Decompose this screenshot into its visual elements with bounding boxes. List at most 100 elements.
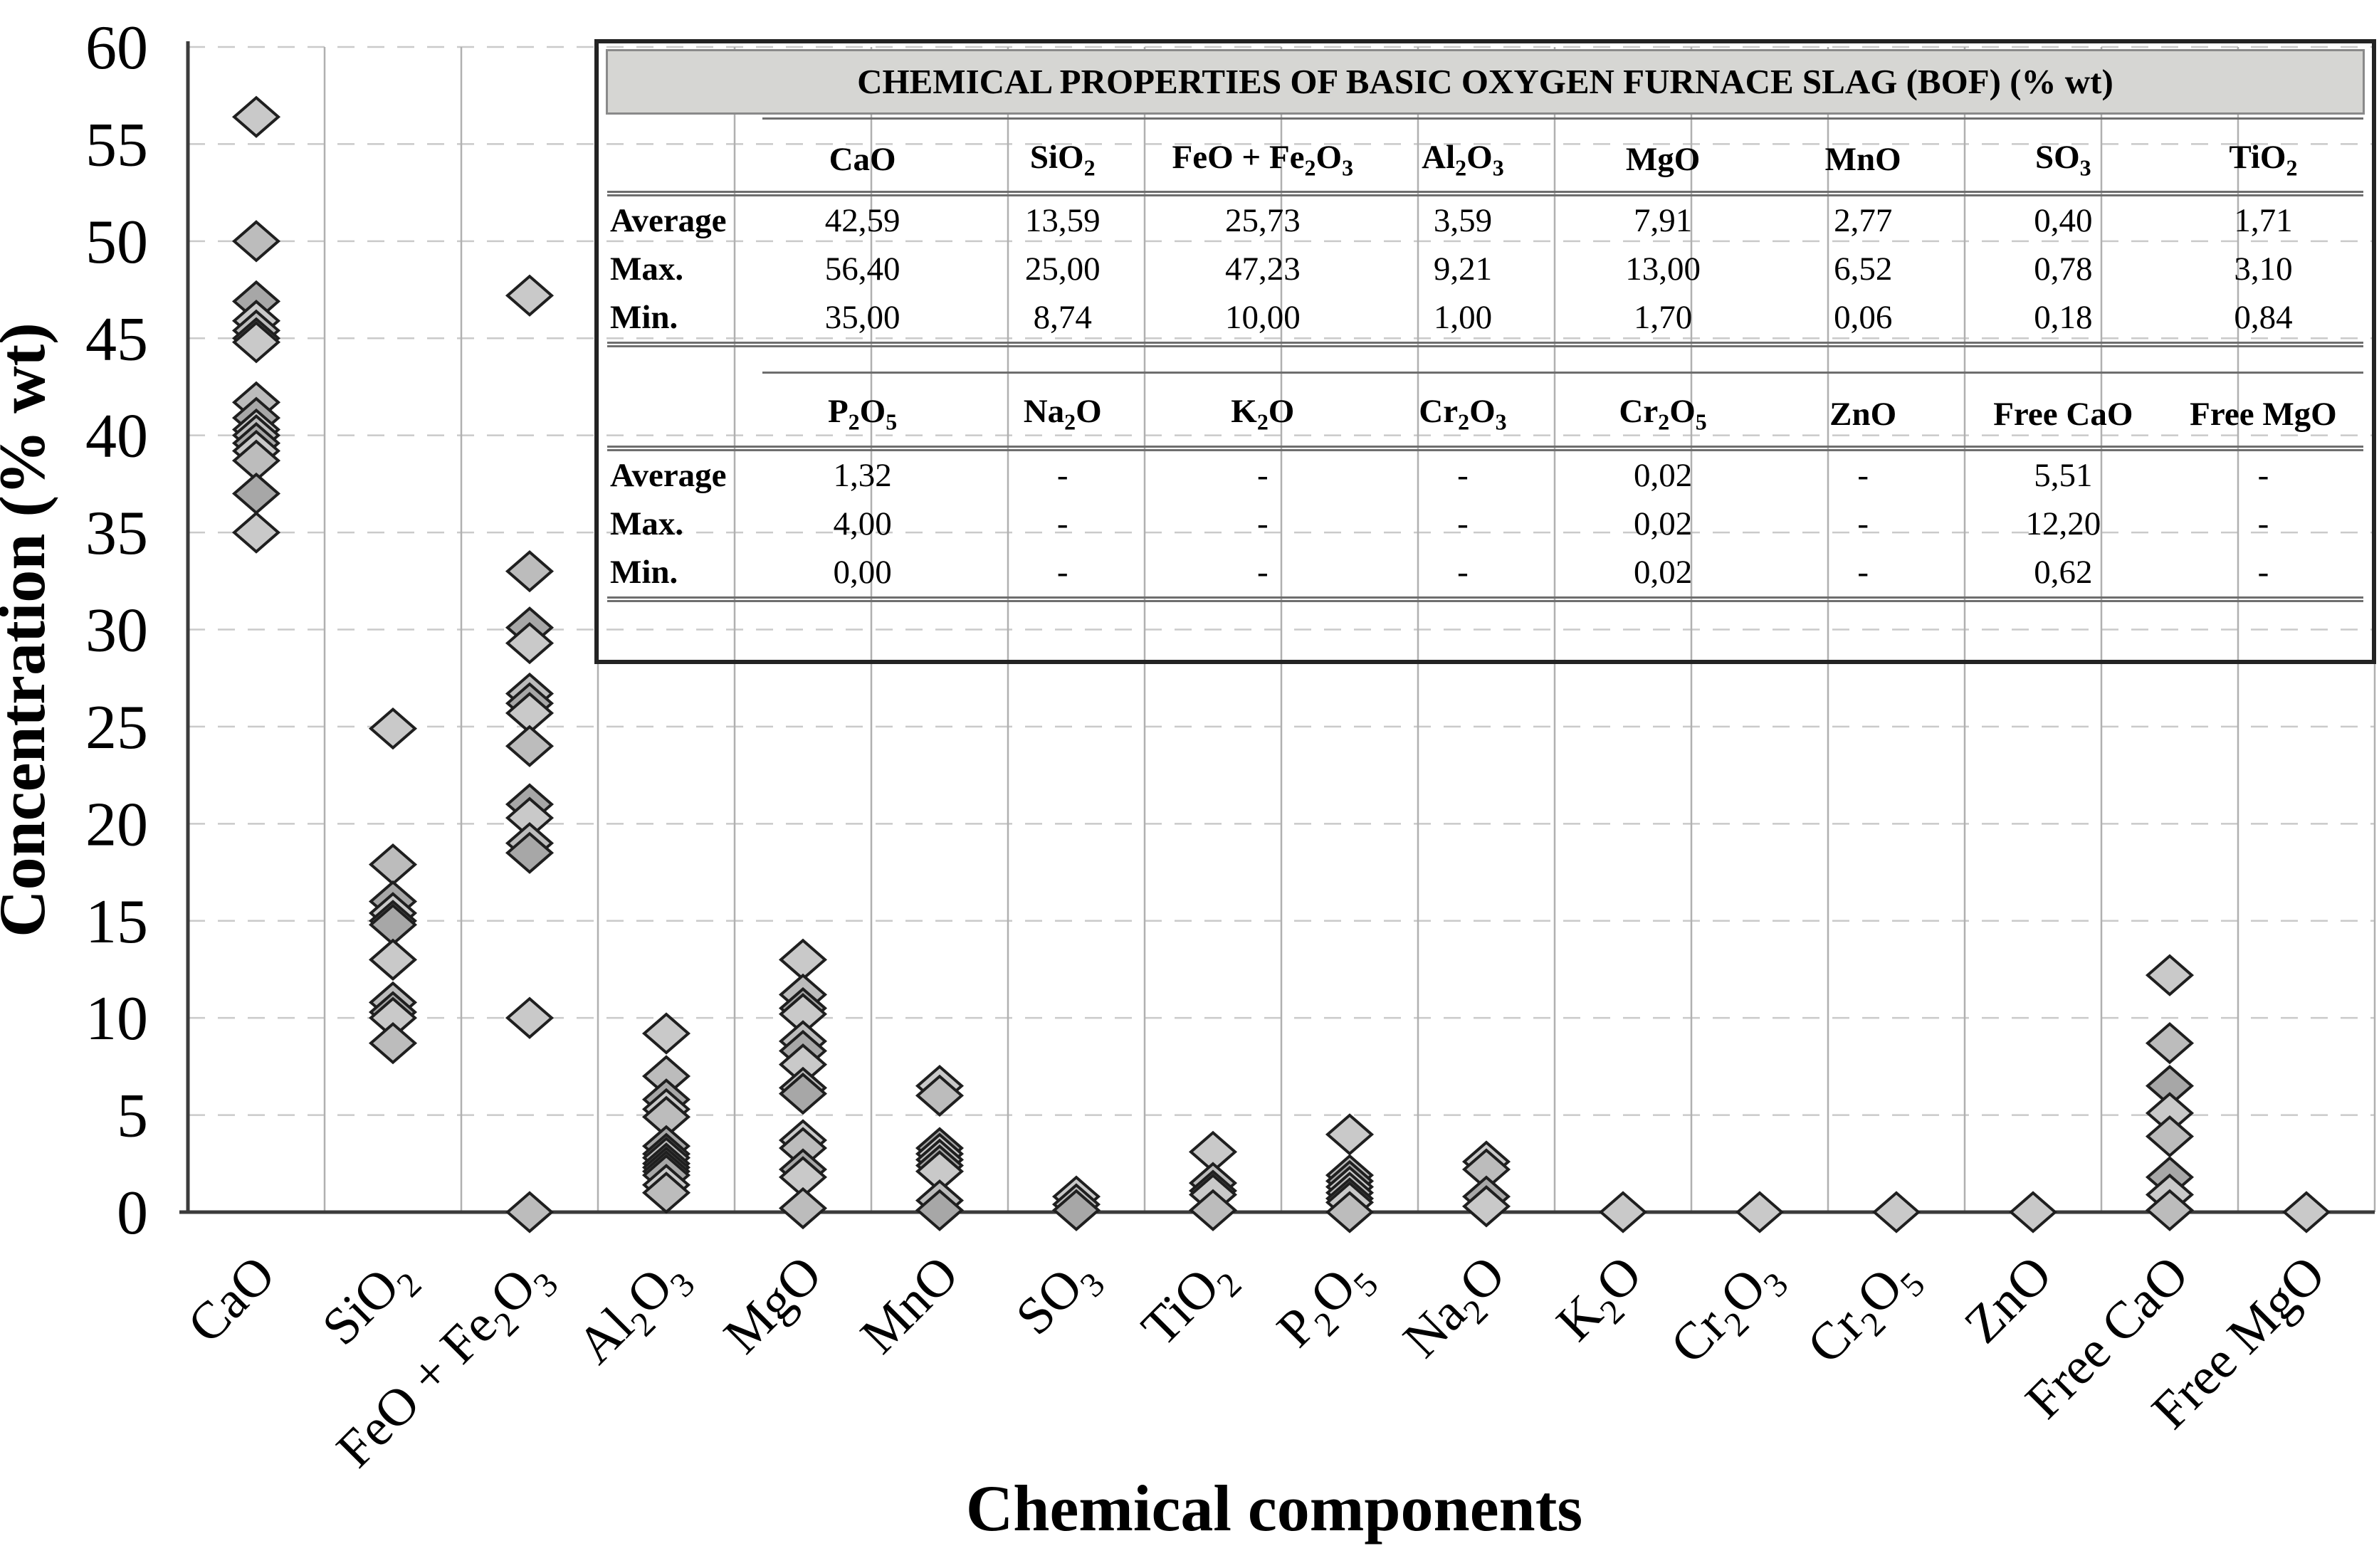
formula-text: MnO (850, 1245, 970, 1364)
x-tick-label: SO3 (1005, 1245, 1113, 1352)
x-tick-label: Cr2O3 (1659, 1245, 1795, 1381)
x-tick-label: Al2O3 (566, 1245, 702, 1381)
table-cell: - (1162, 547, 1363, 602)
table-section-2-header: P2O5 Na2O K2O Cr2O3 Cr2O5 ZnO Free CaO Free MgO (607, 372, 2363, 451)
data-point-diamond (915, 1074, 965, 1117)
y-tick-label: 40 (85, 402, 148, 471)
table-section-oxides-2: P2O5 Na2O K2O Cr2O3 Cr2O5 ZnO Free CaO Free MgO… (607, 372, 2363, 602)
data-point-diamond (231, 321, 281, 364)
data-point-diamond (1051, 1189, 1101, 1231)
x-tick-label: Cr2O5 (1796, 1245, 1932, 1381)
table-cell: - (2257, 505, 2269, 542)
column-header: Al2O3 (1362, 117, 1563, 197)
formula-text: ZnO (1953, 1245, 2063, 1354)
data-point-diamond (641, 1172, 691, 1214)
data-point-diamond (231, 511, 281, 554)
data-point-layer (231, 95, 2331, 1233)
table-section-oxides-1: CaO SiO2 FeO + Fe2O3 Al2O3 MgO MnO SO3 TiO2 Ave… (607, 117, 2363, 348)
table-cell: 0,84 (2163, 293, 2363, 348)
table-row: Average 42,59 13,59 25,73 3,59 7,91 2,77 0,40 1,… (607, 194, 2363, 245)
table-cell: 56,40 (824, 251, 900, 288)
table-cell: - (962, 547, 1163, 602)
column-header: TiO2 (2163, 117, 2363, 197)
column-header: SiO2 (962, 117, 1163, 197)
x-tick-label: Na2O (1392, 1245, 1523, 1375)
column-header: Cr2O5 (1563, 372, 1763, 451)
data-point-diamond (2145, 954, 2195, 996)
table-cell: 9,21 (1433, 251, 1493, 288)
table-cell: - (1056, 456, 1068, 494)
table-cell: 25,73 (1224, 202, 1301, 240)
table-cell: 8,74 (962, 293, 1163, 348)
data-point-diamond (368, 843, 418, 886)
table-cell: - (1457, 456, 1469, 494)
column-header: Na2O (962, 372, 1163, 451)
column-header: Free MgO (2163, 372, 2363, 451)
table-cell: 7,91 (1633, 202, 1693, 240)
data-point-diamond (641, 1012, 691, 1055)
data-point-diamond (2008, 1191, 2058, 1233)
row-label: Min. (607, 293, 762, 348)
table-cell: 0,78 (2034, 251, 2093, 288)
table-cell: 0,18 (1963, 293, 2163, 348)
table-cell: 0,06 (1763, 293, 1963, 348)
table-corner-cell (607, 372, 762, 451)
column-header: K2O (1162, 372, 1363, 451)
data-point-diamond (778, 1186, 828, 1230)
table-cell: 0,02 (1633, 456, 1693, 494)
y-tick-label: 5 (117, 1082, 148, 1151)
table-cell: 4,00 (833, 505, 892, 542)
y-tick-label: 60 (85, 14, 148, 83)
x-axis-title: Chemical components (966, 1472, 1582, 1545)
column-header: CaO (762, 117, 963, 197)
table-cell: - (1857, 456, 1869, 494)
data-point-diamond (1325, 1113, 1375, 1156)
data-point-diamond (505, 274, 555, 317)
row-label: Max. (610, 505, 684, 542)
table-cell: 1,32 (833, 456, 892, 494)
table-section-1-body: Average 42,59 13,59 25,73 3,59 7,91 2,77 0,40 1,… (607, 194, 2363, 348)
table-cell: 3,10 (2234, 251, 2293, 288)
table-cell: - (1256, 456, 1269, 494)
formula-text: CaO (177, 1245, 286, 1354)
y-tick-label: 55 (85, 110, 148, 179)
x-tick-label: ZnO (1953, 1245, 2063, 1354)
data-point-diamond (778, 938, 828, 981)
data-point-diamond (915, 1189, 965, 1231)
table-cell: - (2163, 547, 2363, 602)
y-tick-label: 45 (85, 305, 148, 374)
table-corner-cell (607, 118, 762, 197)
data-point-diamond (368, 707, 418, 750)
table-cell: - (1256, 505, 1269, 542)
data-point-diamond (1188, 1189, 1238, 1231)
y-axis-title: Concentration (% wt) (0, 322, 58, 937)
data-point-diamond (505, 1191, 555, 1233)
x-tick-label: TiO2 (1130, 1245, 1249, 1363)
table-cell: 35,00 (762, 293, 963, 348)
table-cell: 13,00 (1625, 251, 1701, 288)
data-point-diamond (1598, 1191, 1648, 1233)
data-point-diamond (2145, 1115, 2195, 1158)
data-point-diamond (368, 938, 418, 981)
table-cell: 47,23 (1224, 251, 1301, 288)
table-cell: 0,62 (1963, 547, 2163, 602)
data-point-diamond (505, 621, 555, 665)
table-title: CHEMICAL PROPERTIES OF BASIC OXYGEN FURN… (606, 49, 2365, 115)
x-tick-label: MnO (850, 1245, 970, 1364)
column-header: MgO (1563, 117, 1763, 197)
x-tick-label: K2O (1545, 1245, 1659, 1358)
column-header: SO3 (1963, 117, 2163, 197)
table-cell: 42,59 (824, 202, 900, 240)
data-point-diamond (1871, 1191, 1921, 1233)
data-point-diamond (1325, 1191, 1375, 1233)
table-cell: 1,00 (1362, 293, 1563, 348)
data-point-diamond (505, 831, 555, 874)
row-label: Average (610, 456, 727, 494)
table-cell: - (1362, 547, 1563, 602)
column-header: P2O5 (762, 372, 963, 451)
table-header-row: P2O5 Na2O K2O Cr2O3 Cr2O5 ZnO Free CaO Free MgO (607, 372, 2363, 451)
table-cell: 0,00 (762, 547, 963, 602)
table-row: Max. 4,00 - - - 0,02 - 12,20 - (607, 500, 2363, 548)
y-tick-label: 20 (85, 790, 148, 859)
table-cell: 1,70 (1563, 293, 1763, 348)
